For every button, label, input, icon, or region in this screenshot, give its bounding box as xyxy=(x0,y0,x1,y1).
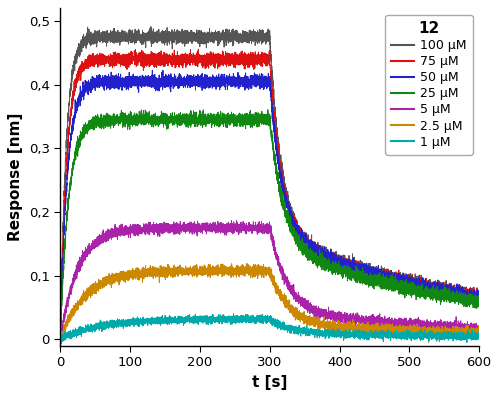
Legend: 100 μM, 75 μM, 50 μM, 25 μM, 5 μM, 2.5 μM, 1 μM: 100 μM, 75 μM, 50 μM, 25 μM, 5 μM, 2.5 μ… xyxy=(385,15,473,155)
Y-axis label: Response [nm]: Response [nm] xyxy=(8,113,24,241)
X-axis label: t [s]: t [s] xyxy=(252,375,288,390)
